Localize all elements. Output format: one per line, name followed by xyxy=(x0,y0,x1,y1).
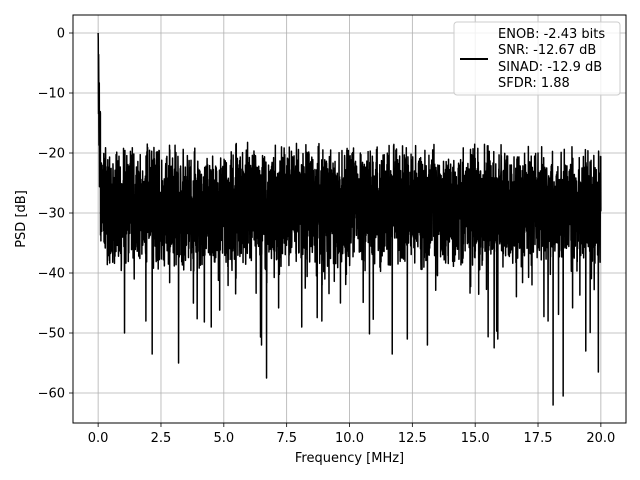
y-tick-label: −20 xyxy=(38,147,65,162)
legend-line-2: SNR: -12.67 dB xyxy=(498,43,596,58)
legend-box xyxy=(453,21,621,96)
y-tick-label: 0 xyxy=(57,27,65,42)
x-tick-label: 7.5 xyxy=(276,431,297,446)
x-tick-label: 17.5 xyxy=(524,431,553,446)
legend: ENOB: -2.43 bits SNR: -12.67 dB SINAD: -… xyxy=(453,21,621,96)
y-axis-ticks: 0 −10 −20 −30 −40 −50 −60 xyxy=(38,27,73,402)
y-tick-label: −60 xyxy=(38,387,65,402)
y-tick-label: −10 xyxy=(38,87,65,102)
x-tick-label: 5.0 xyxy=(213,431,234,446)
psd-series-line xyxy=(97,32,602,406)
legend-line-1: ENOB: -2.43 bits xyxy=(498,27,605,42)
plot-area xyxy=(97,32,602,406)
x-tick-label: 12.5 xyxy=(398,431,427,446)
x-tick-label: 20.0 xyxy=(586,431,615,446)
y-tick-label: −30 xyxy=(38,207,65,222)
x-tick-label: 10.0 xyxy=(335,431,364,446)
y-tick-label: −40 xyxy=(38,267,65,282)
y-tick-label: −50 xyxy=(38,327,65,342)
y-axis-label: PSD [dB] xyxy=(14,190,29,248)
x-tick-label: 2.5 xyxy=(151,431,172,446)
legend-line-3: SINAD: -12.9 dB xyxy=(498,60,602,75)
x-tick-label: 0.0 xyxy=(88,431,109,446)
x-axis-label: Frequency [MHz] xyxy=(295,451,404,466)
x-axis-ticks: 0.0 2.5 5.0 7.5 10.0 12.5 15.0 17.5 20.0 xyxy=(88,423,615,446)
x-tick-label: 15.0 xyxy=(461,431,490,446)
legend-line-4: SFDR: 1.88 xyxy=(498,76,570,91)
